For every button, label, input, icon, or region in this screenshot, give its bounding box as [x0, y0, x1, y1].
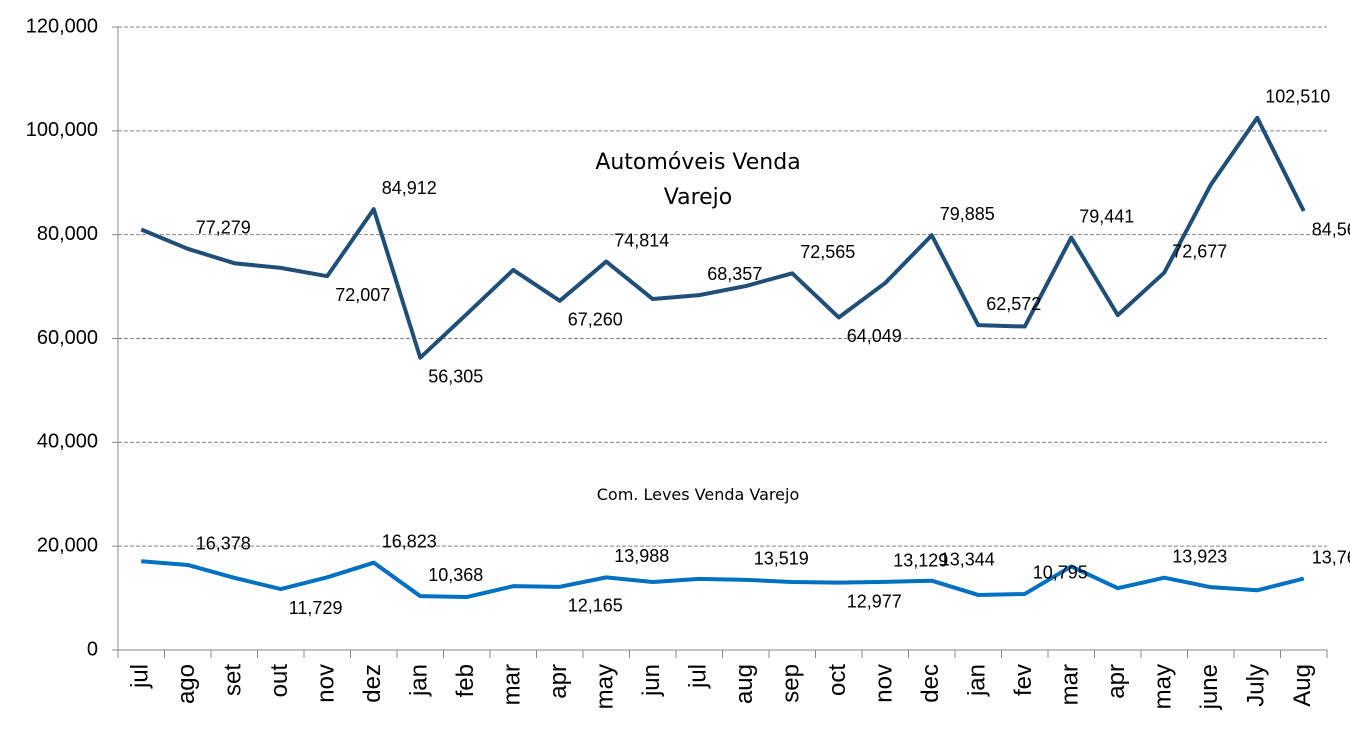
x-tick-label: mar	[1057, 664, 1084, 705]
x-tick-label: nov	[871, 664, 898, 703]
x-tick-label: mar	[499, 664, 526, 705]
data-label: 10,795	[1033, 563, 1088, 583]
data-label: 13,129	[893, 551, 948, 571]
data-label: 13,344	[940, 549, 995, 569]
y-tick-label: 20,000	[37, 534, 98, 556]
data-label: 13,519	[754, 549, 809, 569]
y-tick-label: 60,000	[37, 327, 98, 349]
series-name-box: Com. Leves Venda Varejo	[596, 485, 800, 505]
x-tick-label: sep	[778, 664, 805, 703]
x-tick-label: Aug	[1289, 664, 1316, 707]
y-tick-label: 0	[87, 638, 98, 660]
y-tick-label: 40,000	[37, 431, 98, 453]
x-tick-label: fev	[1010, 664, 1037, 696]
data-label: 10,368	[428, 565, 483, 585]
x-tick-label: July	[1243, 664, 1270, 707]
series-name-box: Automóveis Venda Varejo	[595, 149, 801, 210]
data-label: 62,572	[986, 294, 1041, 314]
x-tick-label: apr	[1103, 664, 1130, 699]
data-label: 64,049	[847, 326, 902, 346]
data-label: 72,677	[1172, 241, 1227, 261]
x-tick-label: june	[1196, 664, 1223, 710]
x-tick-label: apr	[545, 664, 572, 699]
x-tick-label: set	[220, 664, 247, 696]
data-label: 13,988	[614, 546, 669, 566]
x-tick-label: jan	[406, 664, 433, 697]
x-tick-label: jun	[638, 664, 665, 697]
series-line	[141, 559, 1305, 600]
data-label: 72,565	[800, 242, 855, 262]
y-tick-label: 120,000	[26, 15, 98, 37]
data-label: 84,566	[1312, 220, 1350, 240]
x-tick-label: jan	[964, 664, 991, 697]
x-tick-label: feb	[452, 664, 479, 697]
data-label: 84,912	[382, 178, 437, 198]
data-label: 77,279	[196, 218, 251, 238]
data-label: 12,165	[568, 596, 623, 616]
x-tick-label: dez	[359, 664, 386, 703]
y-tick-label: 100,000	[26, 119, 98, 141]
data-label: 13,766	[1312, 547, 1350, 567]
data-label: 79,441	[1079, 206, 1134, 226]
y-tick-label: 80,000	[37, 223, 98, 245]
x-tick-label: jul	[127, 664, 154, 689]
x-tick-label: oct	[824, 664, 851, 696]
data-label: 72,007	[335, 285, 390, 305]
data-label: 11,729	[289, 598, 343, 618]
x-tick-label: jul	[685, 664, 712, 689]
x-tick-label: out	[266, 664, 293, 698]
series-line	[140, 115, 1306, 360]
data-label: 67,260	[568, 310, 623, 330]
data-label: 56,305	[428, 366, 483, 386]
data-label: 16,823	[382, 531, 437, 551]
data-label: 13,923	[1172, 546, 1227, 566]
x-tick-label: dec	[917, 664, 944, 703]
x-tick-label: may	[1150, 664, 1177, 709]
data-label: 68,357	[707, 264, 762, 284]
x-tick-label: aug	[731, 664, 758, 704]
series-name: Automóveis Venda Varejo	[595, 149, 801, 210]
x-tick-label: ago	[173, 664, 200, 704]
data-label: 12,977	[847, 591, 902, 611]
data-label: 74,814	[614, 230, 669, 250]
series-name: Com. Leves Venda Varejo	[596, 485, 800, 505]
data-label: 16,378	[196, 534, 251, 554]
x-tick-label: may	[592, 664, 619, 709]
data-label: 79,885	[940, 204, 995, 224]
x-tick-label: nov	[313, 664, 340, 703]
data-label: 102,510	[1265, 87, 1330, 107]
